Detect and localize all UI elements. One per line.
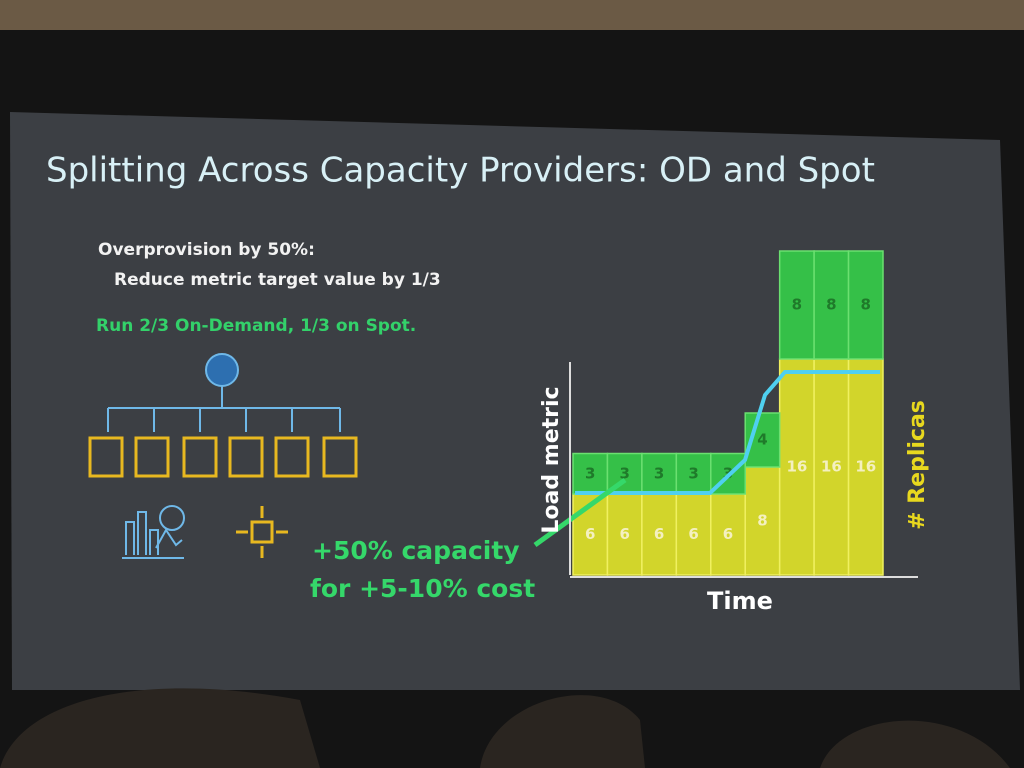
tree-lines xyxy=(107,386,341,432)
y2-axis-label: # Replicas xyxy=(905,400,930,530)
bar-segment xyxy=(641,452,678,495)
data-label: 8 xyxy=(826,296,836,314)
scale-icon xyxy=(236,506,288,558)
bar-segment xyxy=(641,493,678,576)
data-label: 3 xyxy=(688,464,698,482)
data-label: 3 xyxy=(723,464,733,482)
data-label: 3 xyxy=(619,464,629,482)
callout: +50% capacity xyxy=(312,536,520,565)
bar-segment xyxy=(847,250,884,360)
axes xyxy=(569,362,918,578)
callout-arrow xyxy=(533,477,627,548)
audience xyxy=(0,688,1010,768)
task-icon xyxy=(228,436,264,478)
data-label: 6 xyxy=(619,525,629,543)
task-icon xyxy=(88,436,124,478)
chip xyxy=(250,520,274,544)
tree-diagram xyxy=(107,353,341,432)
y-axis-label: Load metric xyxy=(539,386,564,533)
data-label: 4 xyxy=(757,431,767,449)
task-icon xyxy=(322,436,358,478)
data-label: 3 xyxy=(654,464,664,482)
data-label: 6 xyxy=(688,525,698,543)
task-icons xyxy=(88,436,358,478)
chart: 6 6 6 6 6 8 16 16 16 3 3 3 3 3 4 8 8 8 Load metric # Replic… xyxy=(533,250,930,615)
data-label: 6 xyxy=(654,525,664,543)
slide-title: Splitting Across Capacity Providers: OD … xyxy=(46,151,875,191)
callout: for +5-10% cost xyxy=(310,574,535,603)
data-label: 3 xyxy=(585,464,595,482)
bar-segment xyxy=(778,250,815,360)
data-label: 16 xyxy=(786,458,807,476)
note: Reduce metric target value by 1/3 xyxy=(114,270,441,290)
data-label: 8 xyxy=(757,512,767,530)
arrows xyxy=(236,506,288,558)
root-icon xyxy=(205,353,239,387)
load-line xyxy=(575,370,880,495)
data-label: 16 xyxy=(855,458,876,476)
task-icon xyxy=(134,436,170,478)
data-label: 6 xyxy=(723,525,733,543)
metrics-icon xyxy=(122,505,185,559)
data-label: 16 xyxy=(821,458,842,476)
data-label: 8 xyxy=(861,296,871,314)
room-wall xyxy=(0,0,1024,30)
bar-segment xyxy=(813,358,850,576)
data-label: 8 xyxy=(792,296,802,314)
x-axis-label: Time xyxy=(707,587,773,615)
task-icon xyxy=(274,436,310,478)
split-note: Run 2/3 On-Demand, 1/3 on Spot. xyxy=(96,316,416,336)
bar-segment xyxy=(675,452,712,495)
metrics-lines xyxy=(122,511,184,559)
bar-segment xyxy=(710,493,746,576)
pie-icon xyxy=(159,505,185,531)
data-label: 6 xyxy=(585,525,595,543)
bar-segment xyxy=(744,466,781,576)
note: Overprovision by 50%: xyxy=(98,240,315,260)
task-icon xyxy=(182,436,218,478)
